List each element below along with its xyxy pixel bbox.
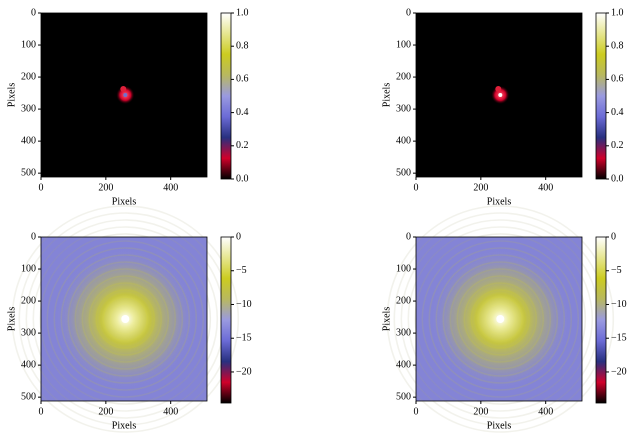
x-axis-label: Pixels	[487, 196, 512, 207]
colorbar-tick-label: 0.0	[611, 173, 624, 184]
x-tick-label: 400	[538, 406, 553, 417]
x-tick-label: 0	[414, 406, 419, 417]
image-blob	[495, 86, 502, 92]
y-tick-label: 400	[396, 359, 411, 370]
colorbar-tick-label: 0.4	[236, 107, 249, 118]
colorbar-tick-label: 0.2	[611, 140, 624, 151]
image-ring	[386, 205, 615, 433]
y-tick-label: 200	[396, 295, 411, 306]
colorbar-tick-label: 0.2	[236, 140, 249, 151]
colorbar-tick-label: −10	[236, 299, 252, 310]
image-ring	[53, 247, 198, 391]
y-axis-label: Pixels	[381, 307, 392, 332]
colorbar-tick-label: 0.8	[236, 40, 249, 51]
y-axis-label: Pixels	[6, 83, 17, 108]
colorbar-tick-label: −20	[611, 366, 627, 377]
y-tick-label: 400	[396, 135, 411, 146]
x-axis-label: Pixels	[487, 420, 512, 431]
colorbar-tick-label: −15	[236, 333, 252, 344]
y-tick-label: 400	[21, 135, 36, 146]
colorbar-tick-label: 0.4	[611, 107, 624, 118]
colorbar-tick-label: 0.6	[236, 74, 249, 85]
x-axis-label: Pixels	[112, 196, 137, 207]
colorbar	[220, 12, 232, 180]
y-tick-label: 200	[21, 71, 36, 82]
image-ring	[414, 233, 587, 405]
y-tick-label: 500	[21, 167, 36, 178]
x-tick-label: 0	[39, 406, 44, 417]
y-tick-label: 300	[396, 103, 411, 114]
colorbar-tick-label: 1.0	[236, 7, 249, 18]
colorbar-tick-label: 0.0	[236, 173, 249, 184]
image-core	[121, 315, 130, 323]
y-axis-label: Pixels	[381, 83, 392, 108]
x-tick-label: 200	[473, 406, 488, 417]
y-tick-label: 0	[406, 7, 411, 18]
colorbar-tick-label: −10	[611, 299, 627, 310]
image-ring	[46, 240, 205, 398]
colorbar	[220, 236, 232, 404]
y-tick-label: 0	[31, 7, 36, 18]
image-ring	[421, 240, 580, 398]
y-tick-label: 300	[396, 327, 411, 338]
image-ring	[407, 226, 594, 412]
image-core	[123, 93, 128, 97]
y-tick-label: 0	[406, 231, 411, 242]
x-tick-label: 400	[538, 182, 553, 193]
colorbar-tick-label: −20	[236, 366, 252, 377]
x-tick-label: 200	[98, 406, 113, 417]
image-core	[498, 93, 503, 97]
image-ring	[428, 247, 573, 391]
y-tick-label: 100	[396, 263, 411, 274]
colorbar-tick-label: −5	[611, 265, 622, 276]
colorbar-tick-label: 0.8	[611, 40, 624, 51]
image-ring	[11, 205, 240, 433]
image-frame	[415, 236, 583, 402]
x-tick-label: 200	[473, 182, 488, 193]
x-tick-label: 0	[39, 182, 44, 193]
colorbar-tick-label: 0	[236, 231, 241, 242]
y-tick-label: 0	[31, 231, 36, 242]
image-frame	[40, 12, 208, 178]
image-ring	[39, 233, 212, 405]
y-tick-label: 500	[396, 167, 411, 178]
y-tick-label: 200	[21, 295, 36, 306]
x-axis-label: Pixels	[112, 420, 137, 431]
colorbar	[595, 236, 607, 404]
y-tick-label: 500	[396, 391, 411, 402]
image-frame	[40, 236, 208, 402]
y-tick-label: 400	[21, 359, 36, 370]
x-tick-label: 400	[163, 406, 178, 417]
image-blob	[120, 86, 127, 92]
image-core	[496, 315, 505, 323]
y-tick-label: 100	[396, 39, 411, 50]
image-ring	[32, 226, 219, 412]
colorbar-tick-label: −15	[611, 333, 627, 344]
y-tick-label: 300	[21, 327, 36, 338]
y-tick-label: 200	[396, 71, 411, 82]
y-tick-label: 500	[21, 391, 36, 402]
colorbar-tick-label: 1.0	[611, 7, 624, 18]
colorbar-tick-label: −5	[236, 265, 247, 276]
colorbar-tick-label: 0.6	[611, 74, 624, 85]
colorbar	[595, 12, 607, 180]
y-tick-label: 100	[21, 263, 36, 274]
y-axis-label: Pixels	[6, 307, 17, 332]
x-tick-label: 0	[414, 182, 419, 193]
colorbar-tick-label: 0	[611, 231, 616, 242]
y-tick-label: 300	[21, 103, 36, 114]
x-tick-label: 400	[163, 182, 178, 193]
y-tick-label: 100	[21, 39, 36, 50]
x-tick-label: 200	[98, 182, 113, 193]
image-frame	[415, 12, 583, 178]
